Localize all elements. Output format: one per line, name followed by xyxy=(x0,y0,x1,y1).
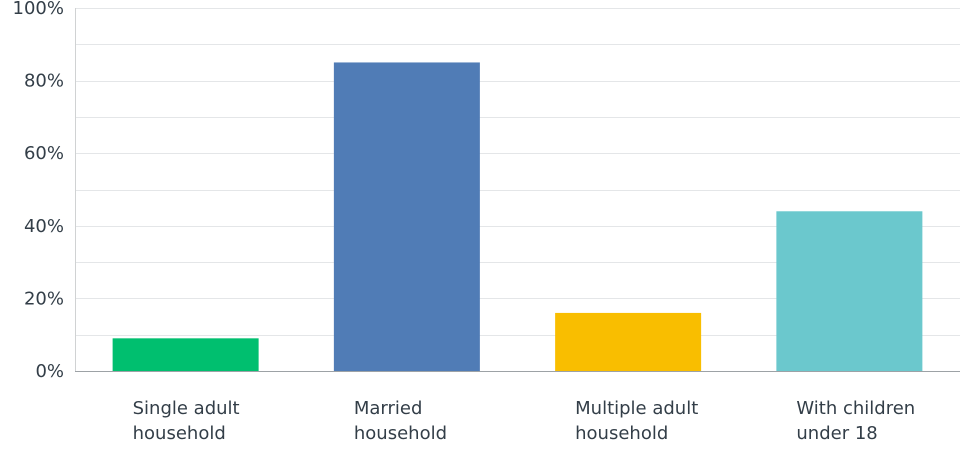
y-tick-label-0: 0% xyxy=(35,361,64,382)
bar-2 xyxy=(555,312,702,371)
bar-1 xyxy=(333,62,480,371)
x-category-labels: Single adult household Married household Mul… xyxy=(133,398,916,444)
axes xyxy=(75,8,960,372)
x-category-label-2: Multiple adult household xyxy=(575,398,698,444)
y-tick-label-60: 60% xyxy=(24,143,64,164)
y-tick-label-20: 20% xyxy=(24,288,64,309)
y-tick-label-40: 40% xyxy=(24,216,64,237)
y-tick-label-100: 100% xyxy=(13,0,64,19)
y-tick-labels: 0% 20% 40% 60% 80% 100% xyxy=(13,0,64,382)
x-category-label-3: With children under 18 xyxy=(796,398,915,444)
x-category-label-0: Single adult household xyxy=(133,398,240,444)
bars xyxy=(112,62,923,371)
gridlines xyxy=(75,8,960,336)
y-tick-label-80: 80% xyxy=(24,71,64,92)
x-category-label-1: Married household xyxy=(354,398,447,444)
bar-0 xyxy=(112,338,259,371)
bar-3 xyxy=(776,211,923,371)
